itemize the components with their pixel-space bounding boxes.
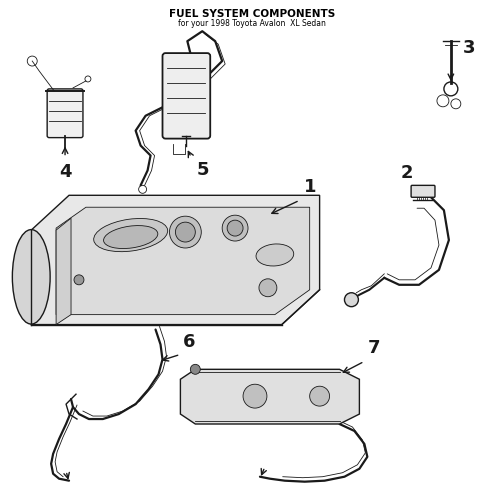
FancyBboxPatch shape (162, 53, 210, 139)
Circle shape (309, 386, 330, 406)
Text: 3: 3 (463, 39, 475, 57)
Text: 5: 5 (197, 161, 209, 180)
Circle shape (169, 216, 201, 248)
Text: 2: 2 (401, 164, 413, 182)
Polygon shape (56, 207, 309, 315)
Circle shape (344, 293, 358, 307)
Circle shape (222, 215, 248, 241)
Polygon shape (180, 369, 359, 424)
Text: 6: 6 (182, 334, 195, 351)
Polygon shape (56, 218, 71, 325)
Text: 7: 7 (367, 340, 380, 357)
Ellipse shape (103, 226, 158, 248)
Circle shape (191, 364, 200, 374)
Circle shape (175, 222, 196, 242)
Ellipse shape (256, 244, 294, 266)
Polygon shape (31, 196, 320, 325)
Circle shape (74, 275, 84, 285)
Text: 1: 1 (304, 178, 316, 197)
Ellipse shape (13, 230, 50, 324)
FancyBboxPatch shape (47, 89, 83, 138)
Text: for your 1998 Toyota Avalon  XL Sedan: for your 1998 Toyota Avalon XL Sedan (178, 19, 326, 28)
Circle shape (259, 279, 277, 297)
Circle shape (243, 384, 267, 408)
Ellipse shape (94, 218, 168, 251)
Circle shape (227, 220, 243, 236)
Text: 4: 4 (59, 163, 71, 182)
FancyBboxPatch shape (411, 185, 435, 198)
Text: FUEL SYSTEM COMPONENTS: FUEL SYSTEM COMPONENTS (169, 9, 335, 19)
